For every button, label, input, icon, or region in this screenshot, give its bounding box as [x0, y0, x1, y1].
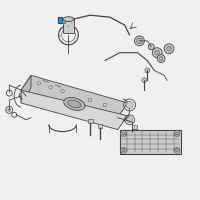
Circle shape	[145, 68, 150, 73]
Circle shape	[121, 147, 127, 153]
Circle shape	[126, 101, 133, 108]
Circle shape	[127, 117, 133, 123]
Polygon shape	[21, 75, 128, 118]
Polygon shape	[21, 75, 31, 103]
Circle shape	[122, 149, 125, 152]
Circle shape	[8, 108, 11, 111]
Circle shape	[135, 36, 144, 46]
Circle shape	[49, 85, 52, 89]
Polygon shape	[21, 90, 128, 130]
Circle shape	[142, 78, 147, 83]
Bar	[133, 129, 136, 136]
Bar	[62, 20, 65, 23]
Circle shape	[88, 98, 92, 102]
Bar	[138, 136, 141, 144]
Circle shape	[157, 55, 165, 63]
Ellipse shape	[64, 98, 85, 110]
Circle shape	[174, 147, 180, 153]
Bar	[63, 19, 74, 33]
Circle shape	[122, 132, 125, 135]
Ellipse shape	[63, 17, 74, 22]
Circle shape	[152, 48, 162, 58]
Bar	[98, 124, 102, 128]
Circle shape	[136, 38, 142, 44]
Circle shape	[148, 44, 154, 50]
Bar	[120, 130, 181, 154]
Bar	[88, 119, 93, 123]
Circle shape	[159, 57, 163, 61]
Circle shape	[61, 89, 64, 93]
Circle shape	[103, 103, 107, 107]
Circle shape	[37, 81, 41, 85]
Circle shape	[174, 131, 180, 136]
Ellipse shape	[68, 100, 81, 108]
Circle shape	[164, 44, 174, 54]
Circle shape	[155, 50, 160, 55]
Circle shape	[121, 131, 127, 136]
Bar	[132, 125, 137, 129]
Bar	[136, 133, 142, 136]
Circle shape	[167, 46, 171, 51]
Bar	[58, 17, 62, 23]
Circle shape	[175, 132, 178, 135]
Circle shape	[175, 149, 178, 152]
